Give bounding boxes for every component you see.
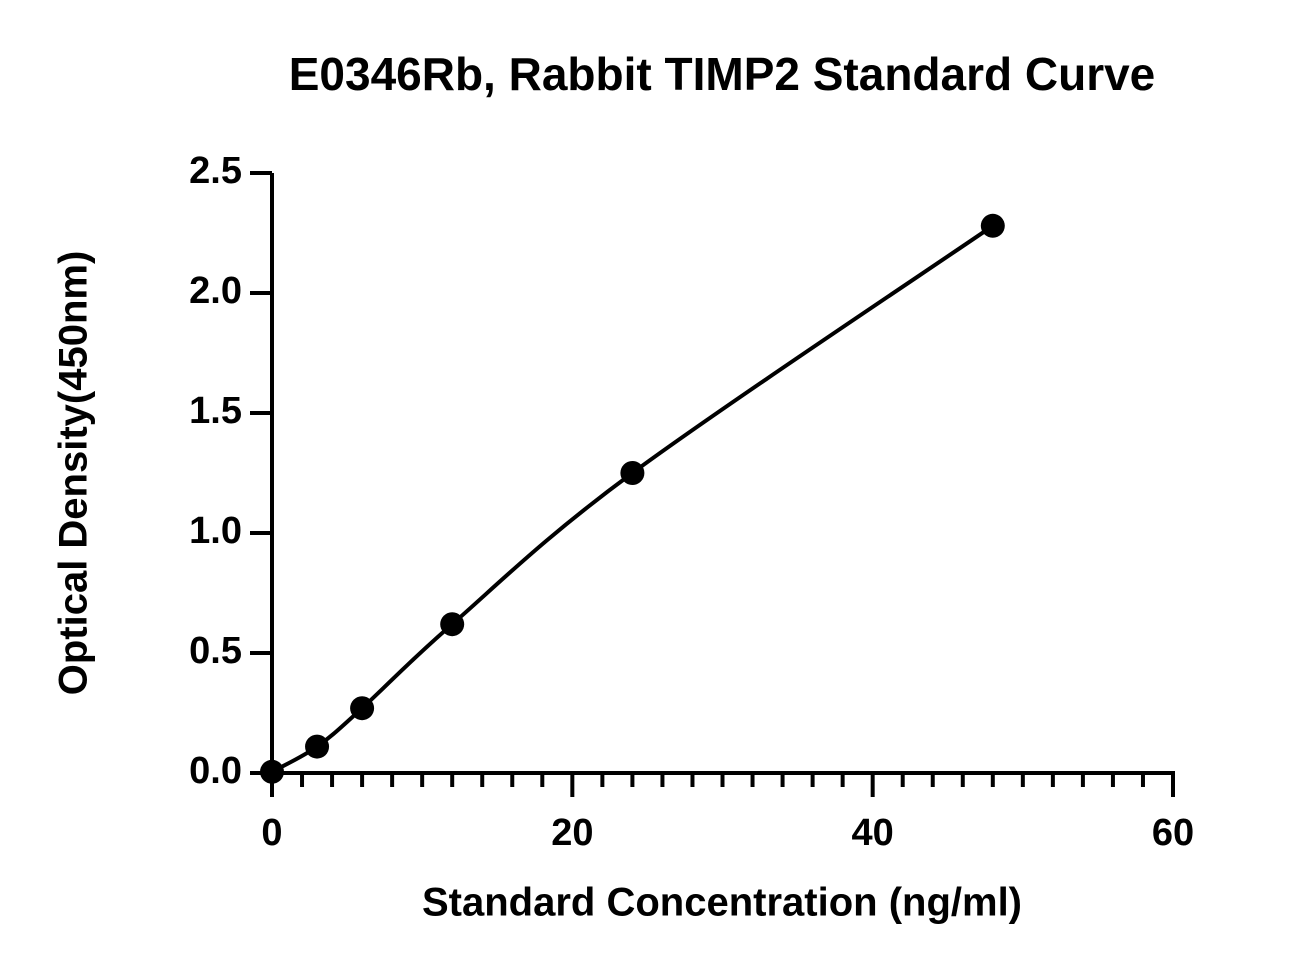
y-axis-label: Optical Density(450nm) [52,251,96,696]
y-tick-label: 2.5 [189,150,242,192]
data-point [305,734,330,759]
x-tick-label: 40 [852,812,894,854]
data-point [620,461,645,485]
y-tick-label: 1.0 [189,510,242,552]
x-tick-label: 20 [551,812,593,854]
data-point [980,213,1005,238]
x-tick-label: 0 [261,812,282,854]
chart-title: E0346Rb, Rabbit TIMP2 Standard Curve [289,48,1156,100]
x-axis-label: Standard Concentration (ng/ml) [422,881,1022,925]
y-tick-label: 1.5 [189,390,242,432]
data-point [350,696,375,721]
data-point [260,759,284,784]
x-tick-label: 60 [1152,812,1194,854]
data-point [440,612,465,637]
fit-curve [271,224,994,774]
y-tick-label: 2.0 [189,270,242,312]
y-tick-label: 0.5 [189,630,242,672]
y-tick-label: 0.0 [189,750,242,792]
